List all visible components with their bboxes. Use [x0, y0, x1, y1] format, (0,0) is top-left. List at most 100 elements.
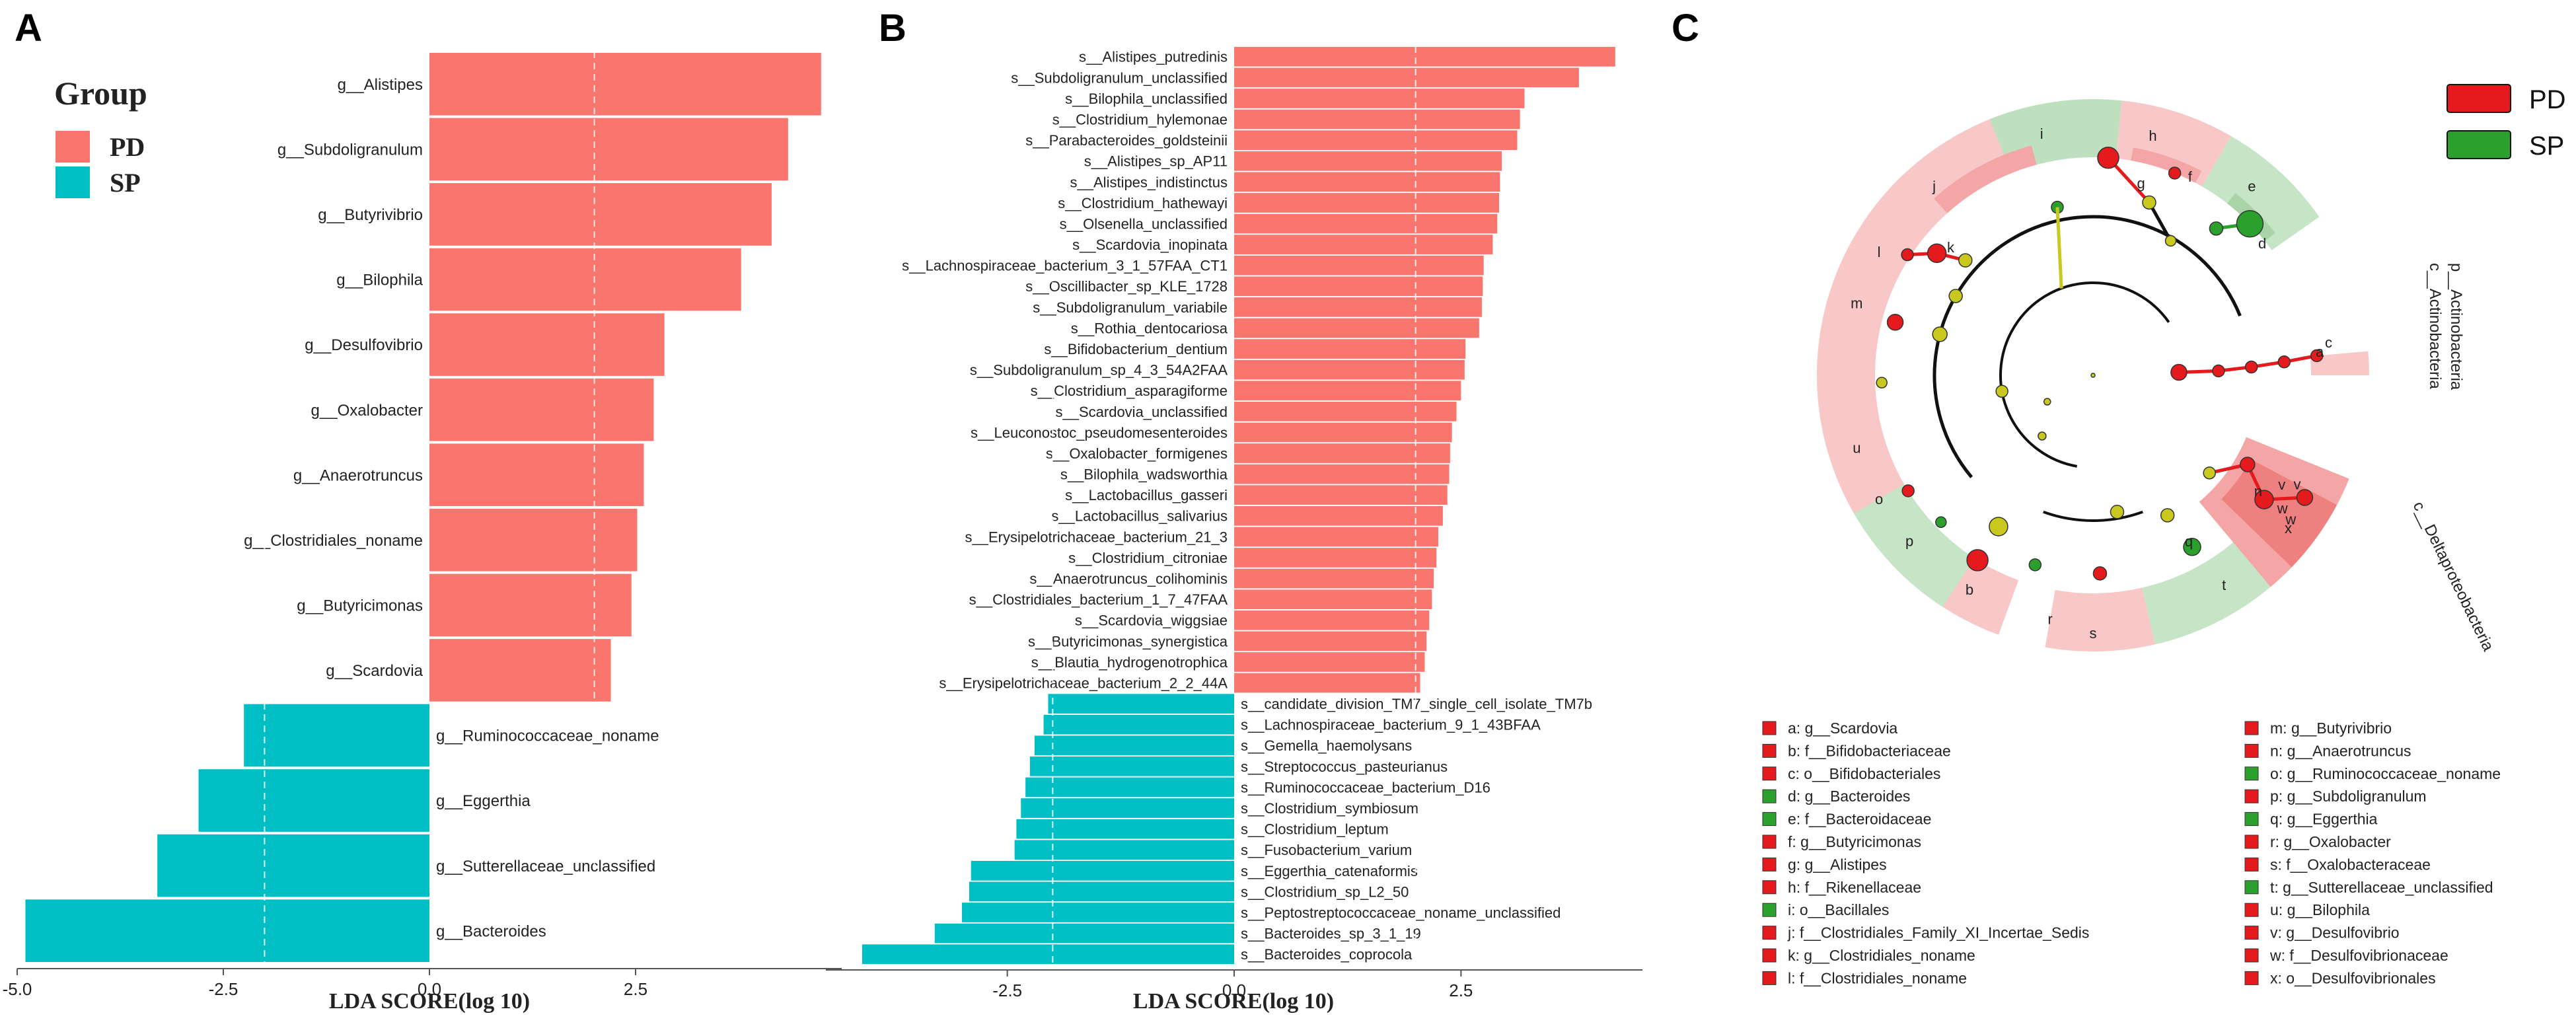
bar-label: s__Scardovia_inopinata — [1072, 237, 1228, 253]
bar — [1014, 840, 1234, 860]
bar-label: s__Subdoligranulum_unclassified — [1011, 69, 1228, 86]
x-tick-label: 0.0 — [1222, 980, 1246, 1000]
bar — [1234, 151, 1502, 171]
cladogram-sectors — [1817, 99, 2369, 651]
panel-letter-a: A — [15, 7, 42, 50]
bar — [1234, 255, 1484, 276]
bar — [429, 378, 654, 441]
key-swatch — [2244, 834, 2259, 849]
key-swatch — [2244, 857, 2259, 871]
tree-node — [2240, 457, 2256, 472]
bar — [1025, 777, 1234, 797]
bar-label: s__Bilophila_unclassified — [1065, 91, 1228, 107]
node-letter: w — [2285, 511, 2296, 527]
bar-label: s__Rothia_dentocariosa — [1071, 320, 1228, 336]
node-letter: d — [2258, 235, 2266, 252]
node-letter: k — [1947, 239, 1955, 256]
bar-label: s__Leuconostoc_pseudomesenteroides — [971, 424, 1228, 441]
bar-label: s__Clostridium_hylemonae — [1052, 111, 1228, 128]
clado-legend-label-pd: PD — [2529, 85, 2566, 114]
sector-letter: r — [2047, 610, 2052, 627]
tree-node — [2244, 360, 2258, 374]
bar-label: g__Scardovia — [326, 662, 423, 680]
bar-label: s__Lactobacillus_salivarius — [1051, 508, 1228, 525]
panel-b-chart: s__Alistipes_putredinis s__Subdoligranulu… — [826, 46, 1642, 1000]
key-label: p: g__Subdoligranulum — [2270, 788, 2427, 805]
bar — [1234, 381, 1461, 401]
bar — [1234, 631, 1427, 651]
bar-label: s__Lachnospiraceae_bacterium_9_1_43BFAA — [1241, 717, 1541, 733]
bar — [429, 639, 611, 702]
tree-node — [1876, 377, 1888, 388]
bar — [1030, 757, 1234, 776]
key-label: m: g__Butyrivibrio — [2270, 720, 2392, 737]
bar-label: s__Oxalobacter_formigenes — [1046, 445, 1228, 462]
sector-letter: x — [2285, 520, 2292, 536]
bar-label: s__Subdoligranulum_variabile — [1033, 299, 1228, 316]
tree-node — [1948, 289, 1963, 303]
key-swatch — [1762, 903, 1777, 917]
bar — [1234, 464, 1450, 484]
node-letter: q — [2185, 533, 2193, 550]
key-swatch — [2244, 948, 2259, 963]
bar-label: s__Erysipelotrichaceae_bacterium_2_2_44A — [939, 675, 1228, 691]
clade-sector — [1923, 116, 2019, 204]
cladogram-nodes — [1876, 147, 2324, 581]
cladogram-key-right: m: g__Butyrivibrio n: g__Anaerotruncus o: … — [2244, 720, 2501, 986]
bar — [1234, 130, 1518, 151]
bar-label: s__Clostridium_sp_L2_50 — [1241, 883, 1409, 900]
sector-letter: w — [2277, 500, 2288, 517]
sector-letter: m — [1851, 295, 1862, 312]
bar — [1234, 235, 1493, 254]
tree-node — [2203, 466, 2216, 480]
key-swatch — [2244, 812, 2259, 827]
legend-swatch-sp — [55, 166, 90, 198]
key-swatch — [1762, 834, 1777, 849]
key-label: s: f__Oxalobacteraceae — [2270, 856, 2431, 873]
sector-letter: a — [2316, 344, 2324, 360]
bar-label: s__Clostridiales_bacterium_1_7_47FAA — [969, 591, 1228, 608]
key-label: f: g__Butyricimonas — [1788, 833, 1921, 850]
clado-legend-swatch-pd — [2447, 84, 2511, 113]
bar-label: s__Clostridium_symbiosum — [1241, 800, 1418, 817]
clade-sector — [1849, 157, 1959, 274]
key-swatch — [2244, 903, 2259, 917]
legend-label-sp: SP — [110, 168, 141, 198]
bar-label: s__Oscillibacter_sp_KLE_1728 — [1025, 278, 1228, 295]
tree-node — [1927, 243, 1947, 264]
bar — [429, 313, 665, 376]
tree-branch — [2055, 207, 2063, 289]
key-label: j: f__Clostridiales_Family_XI_Incertae_S… — [1787, 924, 2089, 942]
bar — [429, 508, 638, 572]
bar-label: s__Bifidobacterium_dentium — [1044, 341, 1228, 357]
bar — [1034, 735, 1234, 756]
bar — [1234, 401, 1457, 422]
tree-node — [2028, 558, 2042, 572]
node-letter: g — [2137, 175, 2145, 192]
bar — [1234, 276, 1483, 297]
tree-node — [2160, 508, 2175, 523]
sector-letter: u — [1853, 439, 1860, 456]
clade-sector — [2142, 542, 2271, 645]
bar-label: g__Alistipes — [338, 76, 423, 94]
key-swatch — [2244, 721, 2259, 735]
bar-label: s__Streptococcus_pasteurianus — [1241, 758, 1448, 775]
bar-label: s__Subdoligranulum_sp_4_3_54A2FAA — [970, 362, 1228, 379]
tree-node — [1901, 484, 1915, 498]
bar — [1043, 714, 1234, 735]
key-label: h: f__Rikenellaceae — [1788, 879, 1921, 896]
key-swatch — [2244, 766, 2259, 781]
bar — [1234, 568, 1434, 589]
tree-node — [2183, 538, 2201, 556]
node-letter: n — [2254, 483, 2262, 500]
bar-label: g__Anaerotruncus — [293, 466, 423, 484]
panel-a-chart: g__Alistipes g__Subdoligranulum g__Butyriv… — [3, 52, 842, 999]
bar-label: s__Scardovia_wiggsiae — [1075, 612, 1228, 629]
tree-node — [2092, 566, 2108, 581]
bar — [1234, 213, 1498, 234]
bar-label: s__Bacteroides_coprocola — [1241, 946, 1413, 963]
bar-label: s__Scardovia_unclassified — [1056, 404, 1228, 420]
key-label: n: g__Anaerotruncus — [2270, 742, 2411, 759]
sector-letter: l — [1878, 244, 1881, 260]
bar-label: s__Bacteroides_sp_3_1_19 — [1241, 926, 1421, 942]
